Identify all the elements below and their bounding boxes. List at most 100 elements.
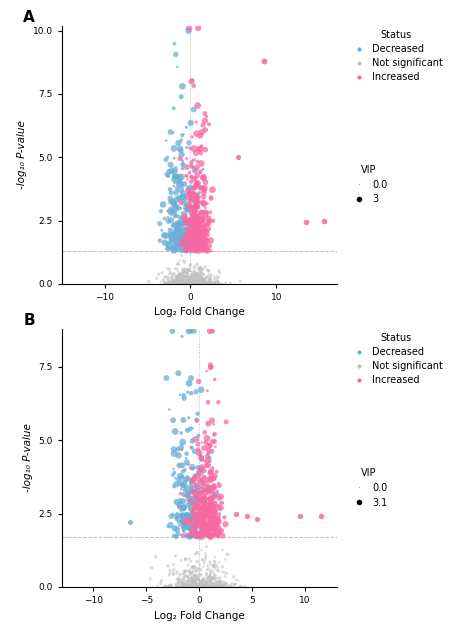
Point [194, 224, 201, 234]
Point [203, 489, 210, 500]
Point [204, 580, 212, 590]
Point [197, 278, 205, 288]
Point [215, 531, 222, 542]
Point [191, 273, 199, 283]
Point [195, 274, 202, 284]
Point [182, 580, 189, 590]
Point [192, 148, 200, 158]
Point [188, 511, 195, 521]
Point [209, 582, 216, 592]
Point [179, 160, 187, 170]
Point [212, 497, 220, 507]
Point [200, 471, 208, 481]
Point [183, 449, 191, 459]
Point [188, 270, 196, 280]
Point [181, 278, 188, 288]
Point [177, 234, 185, 244]
Point [203, 228, 210, 238]
Point [195, 528, 203, 538]
Point [184, 514, 192, 524]
Point [191, 580, 199, 590]
Point [186, 278, 193, 288]
Point [199, 501, 206, 511]
Point [194, 573, 202, 583]
Point [210, 419, 218, 429]
Point [217, 491, 225, 501]
Point [181, 258, 188, 268]
Point [197, 241, 204, 251]
Point [198, 581, 205, 591]
Point [175, 278, 182, 288]
Point [187, 373, 195, 383]
Point [184, 531, 192, 542]
Point [198, 438, 205, 448]
Point [211, 582, 219, 592]
Point [185, 23, 193, 33]
Point [188, 203, 195, 213]
Point [200, 214, 207, 225]
Point [197, 582, 205, 592]
Point [199, 577, 206, 587]
Point [197, 512, 204, 522]
Point [194, 271, 201, 281]
Point [254, 514, 261, 524]
Point [201, 427, 209, 438]
Point [207, 272, 214, 282]
Point [178, 277, 186, 287]
Point [180, 503, 187, 513]
Point [172, 510, 180, 521]
Point [199, 476, 206, 486]
Point [187, 528, 195, 538]
Point [168, 278, 176, 288]
Point [202, 582, 210, 592]
Point [210, 579, 217, 590]
Point [213, 560, 220, 570]
Point [183, 269, 191, 279]
Point [190, 223, 197, 233]
Point [177, 275, 185, 285]
Point [204, 527, 211, 537]
Point [207, 525, 215, 535]
Point [205, 216, 213, 226]
Point [185, 273, 192, 283]
Point [182, 275, 189, 285]
Point [207, 578, 215, 588]
Point [179, 279, 186, 289]
Point [192, 517, 200, 527]
Point [225, 580, 233, 590]
Point [214, 581, 221, 591]
Point [212, 489, 220, 500]
Point [177, 279, 184, 289]
Point [191, 272, 199, 282]
Point [173, 272, 181, 283]
Point [176, 520, 183, 530]
Point [200, 503, 207, 514]
Point [212, 490, 219, 500]
Point [194, 225, 201, 235]
Point [164, 241, 172, 251]
Point [185, 276, 192, 286]
Point [185, 189, 193, 199]
Point [188, 276, 196, 286]
Point [185, 185, 193, 195]
Point [204, 581, 212, 591]
Point [200, 222, 207, 232]
Point [200, 279, 208, 289]
Point [195, 581, 202, 591]
Point [182, 517, 189, 527]
Point [198, 524, 205, 534]
Point [214, 565, 222, 575]
Point [191, 279, 198, 289]
Point [171, 278, 179, 288]
Point [191, 174, 199, 184]
Point [196, 240, 204, 250]
Point [166, 565, 173, 575]
Point [175, 582, 182, 592]
Point [191, 278, 199, 288]
Point [185, 554, 193, 564]
Point [191, 492, 199, 502]
Point [221, 512, 228, 523]
Point [186, 530, 194, 540]
Point [192, 528, 200, 538]
Point [182, 576, 189, 586]
